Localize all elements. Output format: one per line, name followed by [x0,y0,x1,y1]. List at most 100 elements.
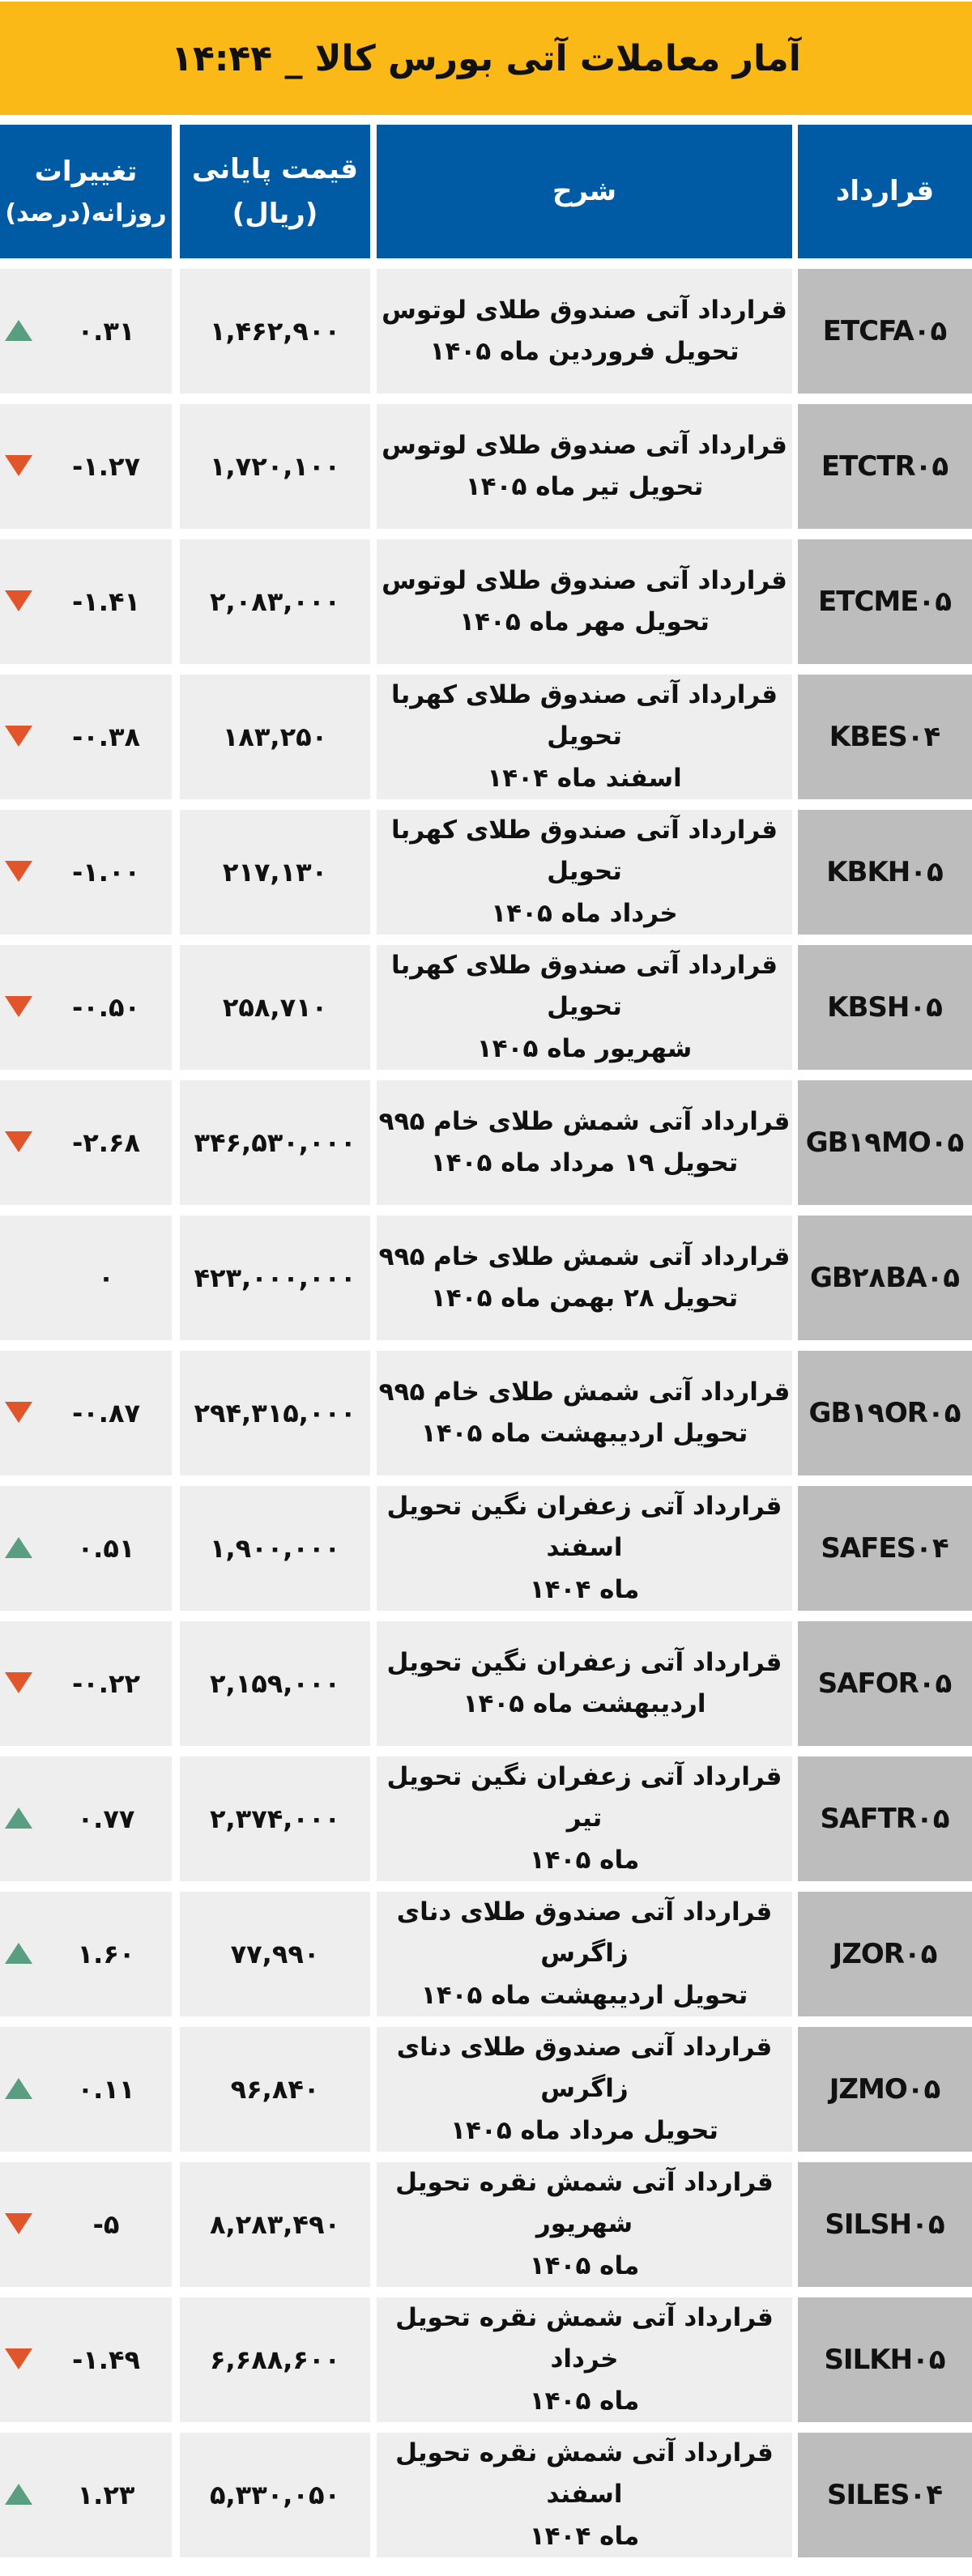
change-cell: -۰.۵۰ [0,945,172,1070]
closing-price: ۲,۳۷۴,۰۰۰ [209,1803,341,1834]
change-cell: -۱.۴۹ [0,2297,172,2422]
table-row: KBES۰۴ قرارداد آتی صندوق طلای کهربا تحویل… [0,675,972,799]
contract-cell: JZOR۰۵ [798,1892,972,2016]
arrow-down-icon [5,590,32,611]
table-row: ETCTR۰۵ قرارداد آتی صندوق طلای لوتوس تحویل… [0,404,972,529]
header-contract: قرارداد [798,125,972,258]
table-row: ETCFA۰۵ قرارداد آتی صندوق طلای لوتوس تحویل… [0,269,972,394]
table-row: SILSH۰۵ قرارداد آتی شمش نقره تحویل شهریور… [0,2162,972,2287]
price-cell: ۶,۶۸۸,۶۰۰ [180,2297,370,2422]
description-line: قرارداد آتی زعفران نگین تحویل [386,1647,782,1677]
daily-change: ۰.۷۷ [77,1803,135,1834]
contract-cell: ETCME۰۵ [798,539,972,664]
header-price: قیمت پایانی (ریال) [180,125,370,258]
change-cell: -۲.۶۸ [0,1080,172,1205]
contract-code: ETCTR۰۵ [821,450,949,483]
description-line: تحویل اردیبهشت ماه ۱۴۰۵ [420,1419,748,1448]
description-line: قرارداد آتی صندوق طلای کهربا تحویل [390,680,778,752]
description-line: خرداد ماه ۱۴۰۵ [491,898,678,928]
arrow-down-icon [5,455,32,476]
description-cell: قرارداد آتی صندوق طلای لوتوس تحویل مهر ما… [377,539,792,664]
contract-code: GB۱۹OR۰۵ [808,1397,962,1429]
contract-code: KBKH۰۵ [826,856,944,888]
arrow-up-icon [5,1537,32,1558]
change-cell: ۱.۲۳ [0,2433,172,2557]
contract-cell: GB۱۹MO۰۵ [798,1080,972,1205]
contract-cell: KBSH۰۵ [798,945,972,1070]
contract-cell: GB۱۹OR۰۵ [798,1351,972,1475]
contract-code: SILKH۰۵ [824,2344,946,2376]
description-line: قرارداد آتی زعفران نگین تحویل تیر [386,1762,782,1833]
description-cell: قرارداد آتی صندوق طلای کهربا تحویل شهریور… [377,945,792,1070]
arrow-down-icon [5,726,32,747]
daily-change: ۰.۵۱ [77,1533,135,1564]
closing-price: ۶,۶۸۸,۶۰۰ [209,2344,341,2375]
contract-cell: SILSH۰۵ [798,2162,972,2287]
closing-price: ۲۹۴,۳۱۵,۰۰۰ [194,1398,356,1429]
closing-price: ۲۱۷,۱۳۰ [222,857,328,888]
description-cell: قرارداد آتی شمش طلای خام ۹۹۵ تحویل ۱۹ مرد… [377,1080,792,1205]
description-line: تحویل مرداد ماه ۱۴۰۵ [450,2115,718,2145]
description-cell: قرارداد آتی صندوق طلای لوتوس تحویل تیر ما… [377,404,792,529]
description-line: ماه ۱۴۰۵ [529,2250,640,2280]
change-cell: ۰ [0,1216,172,1340]
daily-change: ۰ [98,1262,114,1293]
daily-change: -۱.۰۰ [71,857,141,888]
change-cell: ۱.۶۰ [0,1892,172,2016]
change-cell: -۰.۸۷ [0,1351,172,1475]
description-line: قرارداد آتی شمش طلای خام ۹۹۵ [378,1241,791,1271]
description-line: قرارداد آتی صندوق طلای لوتوس [382,430,787,460]
change-cell: -۰.۲۲ [0,1621,172,1746]
description-cell: قرارداد آتی زعفران نگین تحویل اسفند ماه ۱… [377,1486,792,1611]
description-line: اسفند ماه ۱۴۰۴ [487,763,682,793]
description-cell: قرارداد آتی شمش نقره تحویل خرداد ماه ۱۴۰۵ [377,2297,792,2422]
description-line: ماه ۱۴۰۵ [529,1845,640,1875]
table-header-row: قرارداد شرح قیمت پایانی (ریال) تغییرات ر… [0,125,972,258]
description-cell: قرارداد آتی زعفران نگین تحویل تیر ماه ۱۴۰… [377,1756,792,1881]
table-row: ETCME۰۵ قرارداد آتی صندوق طلای لوتوس تحویل… [0,539,972,664]
contract-code: KBES۰۴ [829,721,941,753]
title-bar: آمار معاملات آتی بورس کالا _ ۱۴:۴۴ [0,2,972,115]
description-cell: قرارداد آتی صندوق طلای لوتوس تحویل فروردی… [377,269,792,394]
arrow-up-icon [5,1943,32,1964]
daily-change: -۰.۳۸ [71,722,141,752]
table-row: KBSH۰۵ قرارداد آتی صندوق طلای کهربا تحویل… [0,945,972,1070]
price-cell: ۲۹۴,۳۱۵,۰۰۰ [180,1351,370,1475]
description-line: شهریور ماه ۱۴۰۵ [476,1033,693,1063]
change-cell: ۰.۷۷ [0,1756,172,1881]
arrow-down-icon [5,2213,32,2234]
page-title: آمار معاملات آتی بورس کالا _ ۱۴:۴۴ [171,37,801,79]
contract-code: ETCFA۰۵ [822,315,949,347]
description-cell: قرارداد آتی صندوق طلای کهربا تحویل خرداد … [377,810,792,935]
closing-price: ۲۵۸,۷۱۰ [222,992,328,1023]
table-row: JZMO۰۵ قرارداد آتی صندوق طلای دنای زاگرس ت… [0,2027,972,2152]
change-cell: -۱.۲۷ [0,404,172,529]
closing-price: ۲,۰۸۳,۰۰۰ [209,586,341,617]
description-line: ماه ۱۴۰۵ [529,2386,640,2416]
closing-price: ۷۷,۹۹۰ [230,1939,320,1969]
table-row: GB۱۹MO۰۵ قرارداد آتی شمش طلای خام ۹۹۵ تحوی… [0,1080,972,1205]
description-line: تحویل مهر ماه ۱۴۰۵ [459,607,710,637]
contract-cell: KBES۰۴ [798,675,972,799]
header-description: شرح [377,125,792,258]
arrow-up-icon [5,320,32,341]
description-line: قرارداد آتی شمش نقره تحویل شهریور [395,2168,774,2239]
daily-change: -۰.۵۰ [71,992,141,1023]
daily-change: ۱.۲۳ [77,2480,135,2510]
contract-code: GB۱۹MO۰۵ [805,1126,966,1159]
contract-cell: SILES۰۴ [798,2433,972,2557]
price-cell: ۲,۳۷۴,۰۰۰ [180,1756,370,1881]
contract-code: SAFES۰۴ [821,1532,949,1565]
daily-change: -۵ [92,2209,120,2240]
arrow-up-icon [5,2078,32,2099]
price-cell: ۴۲۳,۰۰۰,۰۰۰ [180,1216,370,1340]
header-price-label: قیمت پایانی [192,153,358,186]
header-change-unit: روزانه(درصد) [5,198,167,228]
change-cell: ۰.۵۱ [0,1486,172,1611]
table-row: GB۱۹OR۰۵ قرارداد آتی شمش طلای خام ۹۹۵ تحوی… [0,1351,972,1475]
description-line: قرارداد آتی شمش نقره تحویل خرداد [395,2303,774,2374]
closing-price: ۲,۱۵۹,۰۰۰ [209,1668,341,1699]
header-change-label: تغییرات [34,155,138,189]
contract-code: ETCME۰۵ [818,585,953,618]
description-line: قرارداد آتی شمش طلای خام ۹۹۵ [378,1106,791,1136]
